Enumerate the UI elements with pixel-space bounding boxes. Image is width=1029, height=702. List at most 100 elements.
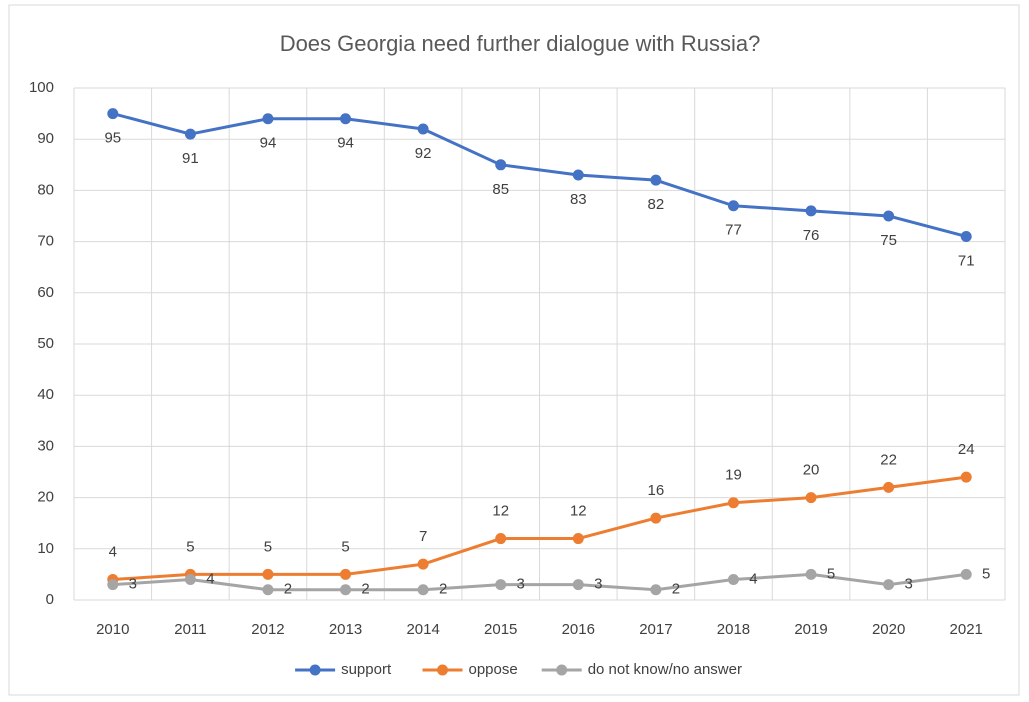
x-tick-label: 2013	[329, 621, 362, 638]
point	[262, 113, 274, 125]
data-label: 12	[570, 503, 587, 520]
data-label: 94	[337, 135, 354, 152]
y-tick-label: 100	[29, 79, 54, 96]
data-label: 3	[594, 576, 602, 593]
data-label: 2	[439, 581, 447, 598]
point	[883, 579, 895, 591]
data-label: 2	[361, 581, 369, 598]
y-tick-label: 10	[37, 540, 54, 557]
point	[727, 497, 739, 509]
data-label: 75	[880, 232, 897, 249]
point	[107, 108, 119, 120]
data-label: 85	[492, 181, 509, 198]
data-label: 83	[570, 191, 587, 208]
data-label: 3	[129, 576, 137, 593]
series-line	[112, 475, 967, 582]
point	[107, 579, 119, 591]
point	[805, 568, 817, 580]
data-label: 77	[725, 222, 742, 239]
legend-label: oppose	[469, 661, 518, 678]
point	[960, 568, 972, 580]
x-tick-label: 2010	[96, 621, 129, 638]
data-label: 71	[958, 252, 975, 269]
data-label: 2	[672, 581, 680, 598]
x-tick-label: 2014	[406, 621, 439, 638]
data-label: 5	[827, 565, 835, 582]
data-label: 82	[648, 196, 665, 213]
data-label: 19	[725, 467, 742, 484]
point	[340, 584, 352, 596]
data-label: 4	[749, 570, 757, 587]
point	[184, 128, 196, 140]
series-line	[112, 572, 967, 592]
legend-marker	[309, 664, 321, 676]
x-tick-label: 2015	[484, 621, 517, 638]
chart-title: Does Georgia need further dialogue with …	[280, 31, 761, 56]
data-label: 5	[982, 565, 990, 582]
data-label: 7	[419, 528, 427, 545]
legend-marker	[437, 664, 448, 676]
data-label: 94	[260, 135, 277, 152]
y-tick-label: 70	[37, 233, 54, 250]
point	[805, 492, 817, 504]
point	[417, 123, 429, 135]
x-tick-label: 2019	[794, 621, 827, 638]
point	[495, 159, 507, 171]
data-label: 5	[264, 538, 272, 555]
point	[417, 558, 429, 570]
data-label: 2	[284, 581, 292, 598]
data-label: 3	[517, 576, 525, 593]
point	[650, 584, 662, 596]
point	[727, 200, 739, 212]
chart-frame	[8, 4, 1020, 696]
y-tick-label: 0	[46, 591, 54, 608]
point	[883, 481, 895, 493]
point	[495, 579, 507, 591]
data-label: 22	[880, 451, 897, 468]
point	[340, 113, 352, 125]
point	[184, 574, 196, 586]
point	[650, 174, 662, 186]
series-line	[112, 112, 967, 238]
data-label: 76	[803, 227, 820, 244]
legend-label: support	[341, 661, 392, 678]
point	[960, 471, 972, 483]
y-tick-label: 90	[37, 130, 54, 147]
point	[495, 533, 507, 545]
data-label: 92	[415, 145, 432, 162]
x-tick-label: 2017	[639, 621, 672, 638]
data-label: 95	[104, 130, 121, 147]
y-tick-label: 80	[37, 181, 54, 198]
x-tick-label: 2012	[251, 621, 284, 638]
point	[960, 230, 972, 242]
y-tick-label: 20	[37, 489, 54, 506]
y-tick-label: 30	[37, 437, 54, 454]
x-tick-label: 2011	[174, 621, 206, 638]
data-label: 91	[182, 150, 199, 167]
point	[417, 584, 429, 596]
x-tick-label: 2021	[950, 621, 983, 638]
legend-marker	[556, 664, 568, 676]
x-tick-label: 2020	[872, 621, 905, 638]
data-label: 16	[648, 482, 665, 499]
point	[262, 568, 274, 580]
data-label: 4	[206, 570, 214, 587]
point	[572, 533, 584, 545]
legend-label: do not know/no answer	[588, 661, 742, 678]
point	[650, 512, 662, 524]
data-label: 3	[904, 576, 912, 593]
x-tick-label: 2016	[562, 621, 595, 638]
y-tick-label: 60	[37, 284, 54, 301]
point	[727, 574, 739, 586]
data-label: 12	[492, 503, 509, 520]
y-tick-label: 50	[37, 335, 54, 352]
data-label: 20	[803, 462, 820, 479]
y-tick-label: 40	[37, 386, 54, 403]
point	[572, 169, 584, 181]
point	[572, 579, 584, 591]
point	[262, 584, 274, 596]
point	[340, 568, 352, 580]
point	[883, 210, 895, 222]
x-tick-label: 2018	[717, 621, 750, 638]
